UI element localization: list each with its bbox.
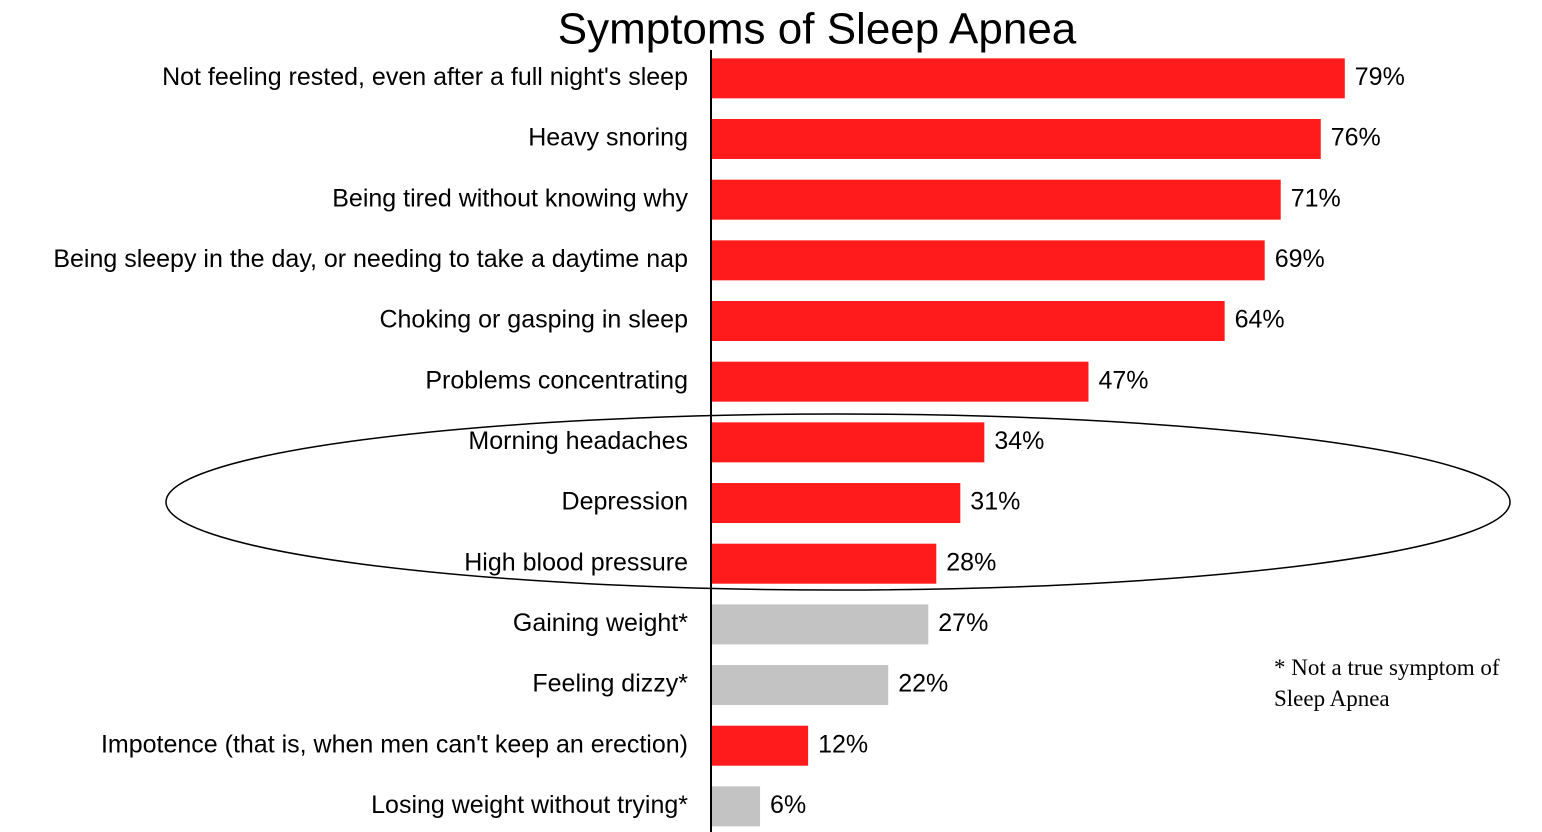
value-label: 6%	[770, 791, 806, 819]
category-label: Being tired without knowing why	[332, 184, 688, 212]
value-label: 47%	[1098, 366, 1148, 394]
category-label: Gaining weight*	[513, 609, 688, 637]
value-label: 79%	[1355, 63, 1405, 91]
bar	[712, 58, 1345, 99]
value-label: 69%	[1275, 245, 1325, 273]
bar	[712, 301, 1225, 342]
annotation: * Not a true symptom of Sleep Apnea	[1274, 655, 1500, 711]
category-label: Impotence (that is, when men can't keep …	[101, 730, 688, 758]
category-label: Choking or gasping in sleep	[379, 306, 688, 334]
category-label: Problems concentrating	[425, 366, 688, 394]
value-label: 34%	[994, 427, 1044, 455]
category-label: Being sleepy in the day, or needing to t…	[53, 245, 688, 273]
value-label: 12%	[818, 730, 868, 758]
bar	[712, 119, 1321, 160]
category-label: High blood pressure	[464, 548, 688, 576]
value-label: 31%	[970, 488, 1020, 516]
bar	[712, 786, 761, 827]
category-label: Feeling dizzy*	[532, 670, 688, 698]
bar	[712, 665, 889, 706]
bar	[712, 543, 937, 584]
category-label: Depression	[562, 488, 688, 516]
category-label: Losing weight without trying*	[371, 791, 688, 819]
value-label: 64%	[1235, 306, 1285, 334]
value-label: 71%	[1291, 184, 1341, 212]
bar	[712, 483, 961, 524]
highlight-ellipse	[165, 413, 1511, 591]
bar	[712, 604, 929, 645]
bar	[712, 361, 1089, 402]
bar	[712, 422, 985, 463]
category-label: Morning headaches	[468, 427, 688, 455]
value-label: 28%	[946, 548, 996, 576]
chart-title: Symptoms of Sleep Apnea	[558, 5, 1077, 54]
value-label: 76%	[1331, 124, 1381, 152]
value-label: 27%	[938, 609, 988, 637]
category-label: Heavy snoring	[528, 124, 688, 152]
category-label: Not feeling rested, even after a full ni…	[162, 63, 688, 91]
bar	[712, 725, 809, 766]
value-label: 22%	[898, 670, 948, 698]
bar	[712, 179, 1281, 220]
bar	[712, 240, 1265, 281]
